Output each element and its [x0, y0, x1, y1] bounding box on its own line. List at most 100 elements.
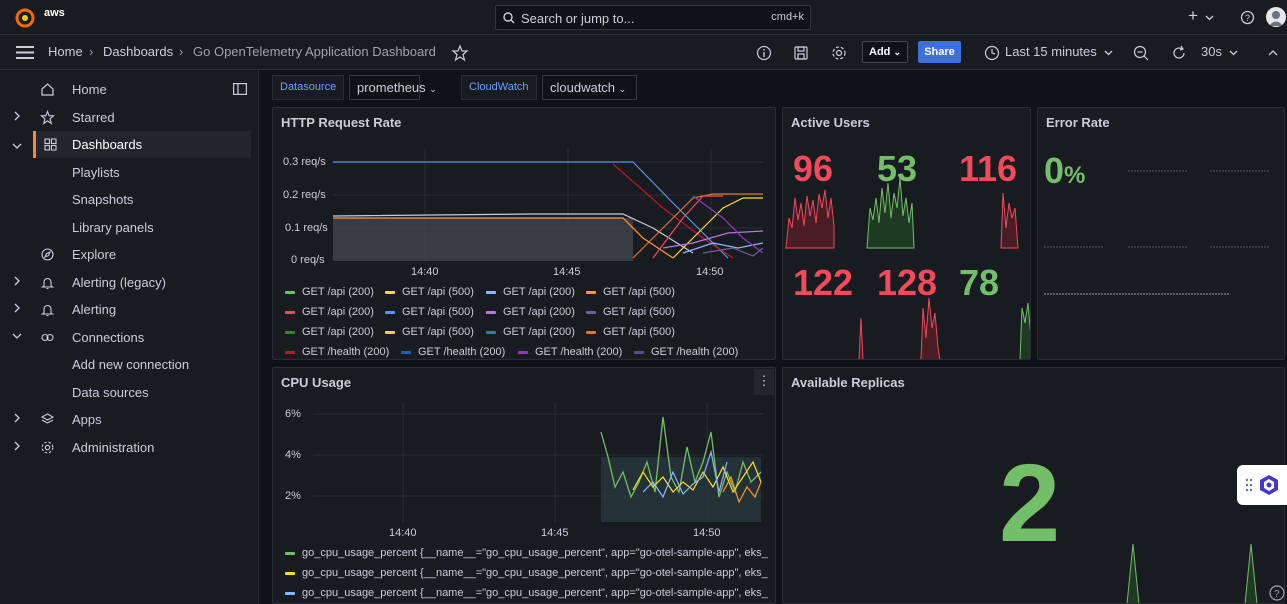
user-avatar[interactable]	[1266, 7, 1286, 27]
drag-handle-icon[interactable]	[1245, 478, 1253, 492]
chevron-down-icon[interactable]	[12, 141, 22, 151]
y-tick-label: 0.2 req/s	[283, 189, 326, 201]
menu-icon[interactable]	[16, 46, 34, 59]
datasource-select[interactable]: prometheus ⌄	[349, 75, 437, 100]
add-button[interactable]: Add ⌄	[862, 41, 908, 63]
sidebar-item-label: Alerting (legacy)	[72, 275, 166, 290]
sidebar-item-data-sources[interactable]: Data sources	[0, 379, 251, 406]
legend-label: GET /health (200)	[418, 346, 506, 358]
legend-item[interactable]: GET /api (500)	[586, 326, 675, 338]
bell-icon	[40, 277, 55, 290]
chevron-right-icon[interactable]	[12, 303, 22, 313]
legend-item[interactable]: GET /api (500)	[385, 286, 474, 298]
extension-widget[interactable]	[1237, 465, 1287, 505]
legend-item[interactable]: GET /api (500)	[586, 286, 675, 298]
chevron-right-icon[interactable]	[12, 111, 22, 121]
legend-item[interactable]: GET /api (200)	[486, 306, 575, 318]
legend-swatch	[285, 310, 295, 314]
legend-item[interactable]: GET /api (500)	[586, 306, 675, 318]
dashboard-main: Datasource prometheus ⌄ CloudWatch cloud…	[259, 70, 1287, 604]
sidebar-item-alerting-legacy[interactable]: Alerting (legacy)	[0, 269, 251, 296]
grafana-logo-icon[interactable]	[14, 7, 36, 29]
cloudwatch-select[interactable]: cloudwatch ⌄	[542, 75, 637, 100]
error-rate-panel[interactable]: Error Rate 0%	[1037, 107, 1285, 360]
legend-item[interactable]: go_cpu_usage_percent {__name__="go_cpu_u…	[285, 567, 768, 579]
chevron-right-icon[interactable]	[12, 276, 22, 286]
sidebar-item-snapshots[interactable]: Snapshots	[0, 186, 251, 213]
cpu-usage-panel[interactable]: CPU Usage ⋮ 6% 4% 2% 14:40 14:45 14:50 g…	[272, 367, 776, 604]
legend-item[interactable]: GET /api (200)	[486, 326, 575, 338]
legend-item[interactable]: GET /health (200)	[401, 346, 505, 358]
legend-item[interactable]: go_cpu_usage_percent {__name__="go_cpu_u…	[285, 587, 768, 599]
panel-title: HTTP Request Rate	[281, 115, 402, 130]
sidebar-item-label: Data sources	[72, 385, 149, 400]
sidebar-item-connections[interactable]: Connections	[0, 324, 251, 351]
page-title: Go OpenTelemetry Application Dashboard	[193, 44, 436, 59]
chevron-down-icon[interactable]	[12, 331, 22, 341]
info-icon[interactable]	[755, 44, 773, 62]
http-request-rate-panel[interactable]: HTTP Request Rate 0.3 req/s 0.2 req/s 0.…	[272, 107, 776, 360]
panel-menu-icon[interactable]: ⋮	[754, 369, 774, 395]
chevron-down-icon[interactable]	[1205, 13, 1214, 22]
sidebar-item-library-panels[interactable]: Library panels	[0, 214, 251, 241]
new-plus-icon[interactable]: +	[1188, 6, 1198, 25]
share-button[interactable]: Share	[918, 41, 961, 63]
sidebar-item-label: Apps	[72, 412, 102, 427]
breadcrumb-dashboards[interactable]: Dashboards	[103, 44, 174, 59]
refresh-interval-picker[interactable]: 30s	[1201, 44, 1222, 59]
chevron-down-icon[interactable]	[1104, 48, 1113, 57]
active-users-stat: 53	[877, 148, 918, 189]
legend-swatch	[285, 591, 295, 595]
active-users-stat: 78	[959, 262, 1000, 303]
settings-gear-icon[interactable]	[830, 44, 848, 62]
refresh-icon[interactable]	[1170, 44, 1188, 62]
extension-logo-icon[interactable]	[1258, 474, 1280, 496]
layers-icon	[40, 413, 55, 424]
x-tick-label: 14:40	[411, 266, 439, 278]
legend-item[interactable]: GET /api (500)	[385, 306, 474, 318]
time-range-picker[interactable]: Last 15 minutes	[1005, 44, 1097, 59]
y-tick-label: 6%	[285, 408, 301, 420]
sidebar-item-starred[interactable]: Starred	[0, 104, 251, 131]
available-replicas-panel[interactable]: Available Replicas 2	[782, 367, 1285, 604]
chevron-down-icon[interactable]	[1229, 48, 1238, 57]
legend-swatch	[486, 310, 496, 314]
help-corner-icon[interactable]: ?	[1269, 585, 1285, 601]
org-brand[interactable]: aws	[44, 7, 65, 19]
legend-item[interactable]: GET /health (200)	[285, 346, 389, 358]
sidebar-item-administration[interactable]: Administration	[0, 434, 251, 461]
sidebar-item-dashboards[interactable]: Dashboards	[33, 131, 251, 158]
search-input[interactable]: Search or jump to... cmd+k	[495, 5, 811, 30]
chevron-up-icon[interactable]	[1268, 48, 1278, 58]
datasource-value: prometheus	[357, 80, 426, 95]
save-icon[interactable]	[792, 44, 810, 62]
sidebar-item-alerting[interactable]: Alerting	[0, 296, 251, 323]
star-icon[interactable]	[451, 44, 469, 62]
legend-item[interactable]: GET /api (200)	[285, 326, 374, 338]
user-icon	[1269, 11, 1283, 26]
sidebar-item-home[interactable]: Home	[0, 76, 251, 103]
sidebar-item-add-new-connection[interactable]: Add new connection	[0, 351, 251, 378]
sidebar-item-apps[interactable]: Apps	[0, 406, 251, 433]
legend-item[interactable]: GET /health (200)	[518, 346, 622, 358]
sidebar-item-playlists[interactable]: Playlists	[0, 159, 251, 186]
legend-item[interactable]: GET /api (200)	[285, 286, 374, 298]
help-icon[interactable]: ?	[1240, 10, 1255, 25]
zoom-out-icon[interactable]	[1132, 44, 1150, 62]
y-tick-label: 0.1 req/s	[285, 222, 328, 234]
dock-menu-icon[interactable]	[233, 83, 247, 95]
legend-item[interactable]: GET /api (500)	[385, 326, 474, 338]
replicas-sparkline	[1126, 543, 1258, 603]
breadcrumb-home[interactable]: Home	[48, 44, 83, 59]
legend-item[interactable]: go_cpu_usage_percent {__name__="go_cpu_u…	[285, 547, 768, 559]
active-users-panel[interactable]: Active Users 96 53 116 122 128 78	[782, 107, 1031, 360]
legend-item[interactable]: GET /api (200)	[486, 286, 575, 298]
breadcrumb-separator-icon: ›	[179, 44, 184, 59]
legend-item[interactable]: GET /health (200)	[634, 346, 738, 358]
sidebar-item-explore[interactable]: Explore	[0, 241, 251, 268]
dashboard-toolbar: Home › Dashboards › Go OpenTelemetry App…	[0, 35, 1287, 70]
chevron-right-icon[interactable]	[12, 441, 22, 451]
legend-swatch	[586, 290, 596, 294]
legend-item[interactable]: GET /api (200)	[285, 306, 374, 318]
chevron-right-icon[interactable]	[12, 413, 22, 423]
